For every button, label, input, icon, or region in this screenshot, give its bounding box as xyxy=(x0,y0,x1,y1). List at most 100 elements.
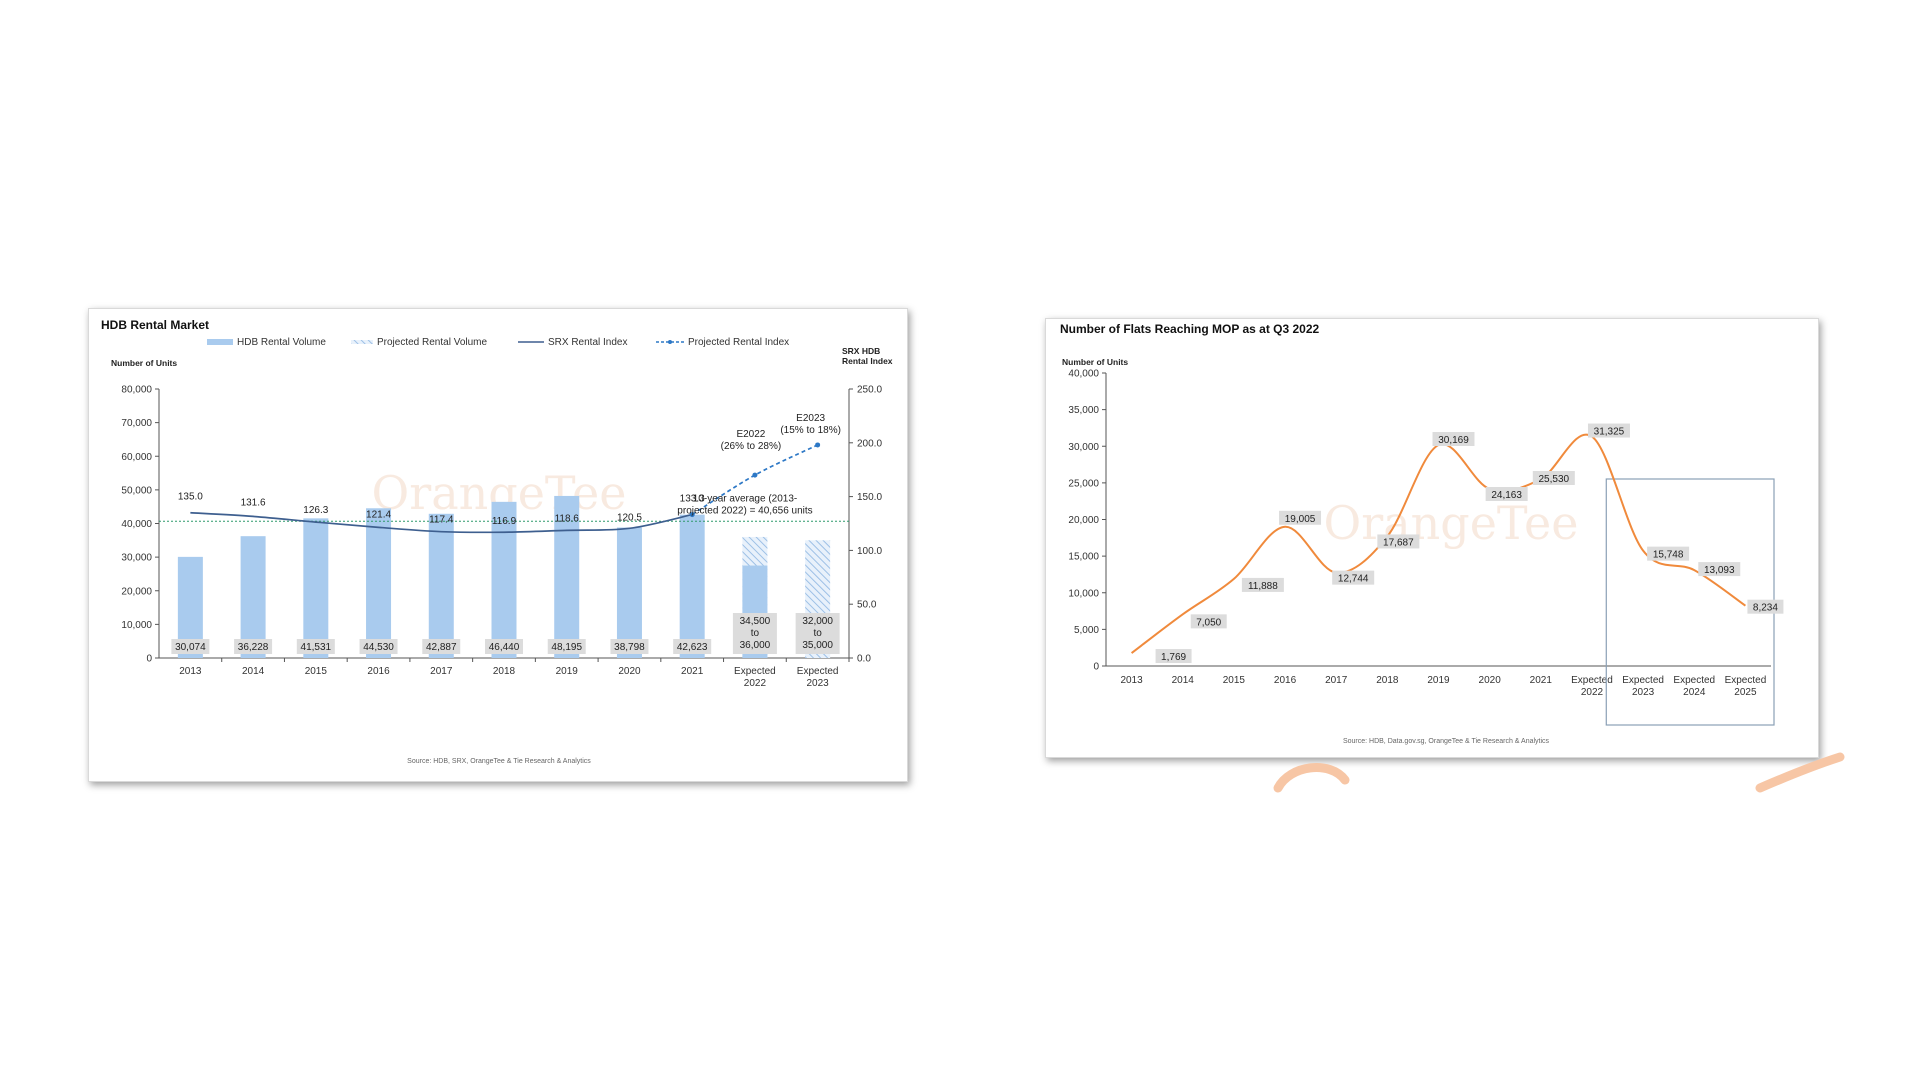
source-note: Source: HDB, Data.gov.sg, OrangeTee & Ti… xyxy=(1343,738,1550,745)
index-data-label: 131.6 xyxy=(241,497,266,508)
x-tick-label: 2016 xyxy=(1274,675,1297,686)
value-label-box xyxy=(1279,510,1322,525)
volume-label-box xyxy=(296,639,335,654)
y2-tick-label: 50.0 xyxy=(857,600,877,611)
y-tick-label: 20,000 xyxy=(121,586,152,597)
x-tick-label: Expected 2024 xyxy=(1673,675,1715,698)
x-tick-label: 2020 xyxy=(618,666,641,677)
volume-data-label: 48,195 xyxy=(551,642,582,653)
y-tick-label: 10,000 xyxy=(121,620,152,631)
y-tick-label: 30,000 xyxy=(1068,442,1099,453)
x-tick-label: 2021 xyxy=(1530,675,1553,686)
value-data-label: 25,530 xyxy=(1539,474,1570,485)
swoosh-right xyxy=(1755,752,1845,793)
legend-swatch-volume xyxy=(207,339,233,345)
index-data-label: 135.0 xyxy=(178,492,203,503)
value-data-label: 13,093 xyxy=(1704,565,1735,576)
x-tick-label: 2018 xyxy=(1376,675,1399,686)
legend-label: Projected Rental Volume xyxy=(377,337,488,348)
watermark: OrangeTee xyxy=(1324,496,1579,550)
x-tick-label: 2015 xyxy=(305,666,328,677)
value-label-box xyxy=(1432,432,1475,447)
legend-marker xyxy=(668,340,672,344)
y-tick-label: 30,000 xyxy=(121,553,152,564)
bar xyxy=(554,495,580,658)
y-tick-label: 5,000 xyxy=(1074,625,1099,636)
value-data-label: 24,163 xyxy=(1491,490,1522,501)
y2-tick-label: 250.0 xyxy=(857,385,882,396)
hdb-rental-market-panel: HDB Rental Market Number of Units SRX HDB R… xyxy=(88,308,908,782)
series-line-projected-index xyxy=(691,444,819,516)
x-tick-label: 2014 xyxy=(1172,675,1195,686)
x-tick-label: Expected 2023 xyxy=(797,666,839,689)
x-tick-label: Expected 2022 xyxy=(1571,675,1613,698)
projected-index-point xyxy=(815,442,821,448)
volume-data-label: 34,500 to 36,000 xyxy=(740,616,771,651)
x-tick-label: 2014 xyxy=(242,666,265,677)
bar xyxy=(366,508,392,658)
value-data-label: 15,748 xyxy=(1653,550,1684,561)
legend-label: HDB Rental Volume xyxy=(237,337,326,348)
x-tick-label: 2013 xyxy=(1120,675,1143,686)
volume-data-label: 42,623 xyxy=(677,642,708,653)
volume-data-label: 44,530 xyxy=(363,642,394,653)
chart-title: HDB Rental Market xyxy=(101,318,209,332)
value-label-box xyxy=(1332,570,1375,585)
x-tick-label: 2013 xyxy=(179,666,202,677)
volume-label-box xyxy=(732,613,777,654)
volume-label-box xyxy=(673,639,712,654)
value-data-label: 30,169 xyxy=(1438,435,1469,446)
projected-index-point xyxy=(689,512,695,518)
y2-tick-label: 200.0 xyxy=(857,438,882,449)
series-line-srx-index xyxy=(190,511,693,534)
volume-data-label: 38,798 xyxy=(614,642,645,653)
value-label-box xyxy=(1190,614,1227,629)
index-data-label: 121.4 xyxy=(366,509,391,520)
volume-label-box xyxy=(422,639,461,654)
x-tick-label: 2019 xyxy=(1427,675,1450,686)
y-tick-label: 20,000 xyxy=(1068,515,1099,526)
value-label-box xyxy=(1698,562,1741,577)
value-label-box xyxy=(1241,577,1284,592)
y-axis-title: Number of Units xyxy=(1062,357,1128,367)
x-tick-label: 2017 xyxy=(430,666,453,677)
value-label-box xyxy=(1532,470,1575,485)
value-label-box xyxy=(1747,599,1784,614)
bar xyxy=(616,527,642,658)
chart-title: Number of Flats Reaching MOP as at Q3 20… xyxy=(1060,322,1320,336)
value-label-box xyxy=(1377,534,1420,549)
x-tick-label: 2016 xyxy=(367,666,390,677)
legend-label: Projected Rental Index xyxy=(688,337,789,348)
bar xyxy=(303,518,329,658)
y-axis-title: Number of Units xyxy=(111,358,177,368)
value-data-label: 19,005 xyxy=(1285,514,1316,525)
value-data-label: 1,769 xyxy=(1161,652,1186,663)
volume-label-box xyxy=(485,639,523,654)
volume-data-label: 30,074 xyxy=(175,642,206,653)
x-tick-label: Expected 2025 xyxy=(1725,675,1767,698)
y2-tick-label: 0.0 xyxy=(857,654,871,665)
flats-reaching-mop-chart: Number of Flats Reaching MOP as at Q3 20… xyxy=(1060,322,1784,745)
bar xyxy=(491,501,517,658)
volume-label-box xyxy=(547,639,586,654)
value-data-label: 7,050 xyxy=(1196,617,1221,628)
projection-label-2023: E2023 (15% to 18%) xyxy=(780,413,841,436)
volume-label-box xyxy=(610,639,649,654)
x-tick-label: 2020 xyxy=(1479,675,1502,686)
legend-swatch-projected-volume xyxy=(351,340,373,344)
value-data-label: 11,888 xyxy=(1248,581,1278,592)
x-tick-label: Expected 2022 xyxy=(734,666,776,689)
value-label-box xyxy=(1587,423,1630,438)
hdb-rental-market-chart: HDB Rental Market Number of Units SRX HDB R… xyxy=(101,318,893,765)
y-tick-label: 50,000 xyxy=(121,485,152,496)
value-label-box xyxy=(1485,487,1528,502)
value-label-box xyxy=(1155,649,1192,664)
y-tick-label: 80,000 xyxy=(121,385,152,396)
source-note: Source: HDB, SRX, OrangeTee & Tie Resear… xyxy=(407,758,591,765)
y-tick-label: 40,000 xyxy=(121,519,152,530)
value-data-label: 17,687 xyxy=(1383,537,1414,548)
y2-axis-title: SRX HDB Rental Index xyxy=(842,346,893,366)
y-tick-label: 40,000 xyxy=(1068,369,1099,380)
index-data-label: 133.3 xyxy=(680,494,705,505)
volume-data-label: 42,887 xyxy=(426,642,457,653)
